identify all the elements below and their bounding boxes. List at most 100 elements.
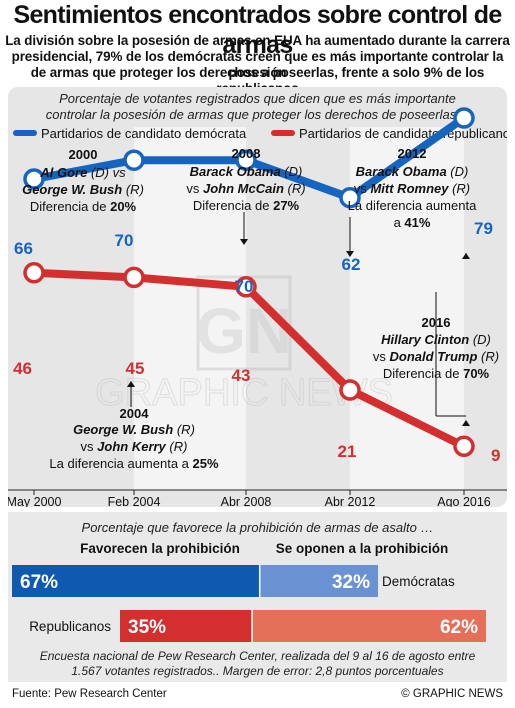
annotation-text: Barack Obama (D) vs John McCain (R) Difere… [186,164,305,213]
annotation-run: 70% [463,366,489,381]
chart-subtitle: controlar la posesión de armas que prote… [46,107,469,122]
annotation-run: 20% [110,199,136,214]
annotation-year: 2008 [232,146,261,161]
annotation-run: Diferencia de [30,199,110,214]
x-tick-label: Ago 2016 [437,495,491,507]
annotation-text: Al Gore (D) vs George W. Bush (R) Diferenc… [22,165,144,214]
annotation-run: (R) [448,181,470,196]
survey-note: Encuesta nacional de Pew Research Center… [40,649,476,663]
annotation-run: 25% [193,456,219,471]
subtitle-line: presidencial, 79% de los demócratas cree… [11,49,504,80]
annotation-run: Donald Trump [390,349,478,364]
annotation-run: vs [354,181,371,196]
chart-subtitle: Porcentaje de votantes registrados que d… [59,91,456,106]
annotation-text: Barack Obama (D) vs Mitt Romney (R) La dif… [348,164,477,230]
data-point [339,186,361,209]
annotation-run: Diferencia de [383,366,463,381]
bar-value-label: 62% [440,617,478,638]
bar-value-label: 32% [332,572,370,593]
annotation-run: Hillary Clinton [381,332,469,347]
annotation-year: 2012 [398,146,427,161]
page-title: Sentimientos encontrados sobre control d… [13,1,502,59]
annotation-arrow [462,253,470,259]
annotation-text: Hillary Clinton (D) vs Donald Trump (R) Di… [373,332,499,381]
annotation-year: 2000 [69,147,98,162]
data-point [339,379,361,401]
data-label: 21 [338,442,357,461]
annotation-run: a [394,215,405,230]
annotation-run: 27% [273,198,299,213]
annotation-run: Mitt Romney [370,181,449,196]
x-tick-label: Feb 2004 [108,495,161,507]
period-band [134,127,246,490]
data-label: 70 [115,231,134,250]
annotation-run: (D) vs [87,165,126,180]
line-chart-panel: GN GRAPHIC NEWS Porcentaje de votantes reg… [8,87,507,507]
footer: Fuente: Pew Research Center © GRAPHIC NE… [8,684,507,704]
data-point [235,149,257,171]
data-label: 62 [342,255,361,274]
annotation-run: Barack Obama [190,164,281,179]
data-label: 45 [126,359,145,378]
bar-category-label: Demócratas [382,574,455,589]
bar-segment-favor [120,610,253,642]
data-label: 79 [474,219,493,238]
bar-chart-panel: Porcentaje que favorece la prohibición d… [8,512,507,682]
data-label: 43 [232,366,251,385]
bar-category-label: Republicanos [29,619,111,634]
x-tick-label: May 2000 [8,495,61,507]
subtitle-line: La división sobre la posesión de armas e… [5,33,510,48]
annotation-run: George W. Bush [73,422,173,437]
annotation-run: (D) [469,332,491,347]
annotation-text: George W. Bush (R) vs John Kerry (R) La di… [49,422,219,471]
annotation-run: George W. Bush [22,182,122,197]
annotation-year: 2016 [422,315,451,330]
annotation-run: 41% [404,215,430,230]
annotation-run: Al Gore [39,165,87,180]
bar-value-label: 35% [128,617,166,638]
column-header: Se oponen a la prohibición [276,541,449,556]
data-point [235,276,257,298]
annotation-run: (R) [122,182,144,197]
annotation-run: (R) [284,181,306,196]
bar-segment-oppose [252,610,486,642]
data-point [23,168,45,190]
legend-label: Partidarios de candidato republicano [299,126,507,141]
annotation-run: (R) [173,422,195,437]
annotation-arrow [240,239,248,245]
bar-chart-title: Porcentaje que favorece la prohibición d… [82,520,434,535]
data-point [123,266,145,289]
data-point [453,435,475,458]
bar-segment-oppose [259,565,378,597]
x-tick-label: Abr 2012 [325,495,376,507]
data-label: 9 [491,446,500,465]
annotation-run: Barack Obama [356,164,447,179]
data-label: 46 [13,359,32,378]
annotation-run: John McCain [203,181,284,196]
source-text: Fuente: Pew Research Center [12,688,167,700]
annotation-run: Diferencia de [193,198,273,213]
annotation-run: (D) [447,164,469,179]
annotation-run: vs [373,349,390,364]
annotation-run: (D) [281,164,303,179]
annotation-arrow [462,420,470,426]
annotation-arrow [127,381,135,387]
x-tick-label: Abr 2008 [221,495,272,507]
annotation-run: John Kerry [97,439,166,454]
annotation-year: 2004 [120,406,150,421]
data-point [23,262,45,284]
survey-note: 1.567 votantes registrados.. Margen de e… [71,664,443,678]
data-label: 70 [235,277,254,296]
annotation-run: La diferencia aumenta a [49,456,192,471]
credit-text: © GRAPHIC NEWS [401,688,503,700]
bar-chart: Porcentaje que favorece la prohibición d… [12,520,486,678]
data-point [123,149,145,171]
annotation-run: La diferencia aumenta [348,198,477,213]
bar-value-label: 67% [20,572,58,593]
watermark-mark: GN [196,295,292,367]
data-point [453,107,475,129]
annotation-run: (R) [477,349,499,364]
annotation-run: vs [186,181,203,196]
legend-label: Partidarios de candidato demócrata [41,126,247,141]
